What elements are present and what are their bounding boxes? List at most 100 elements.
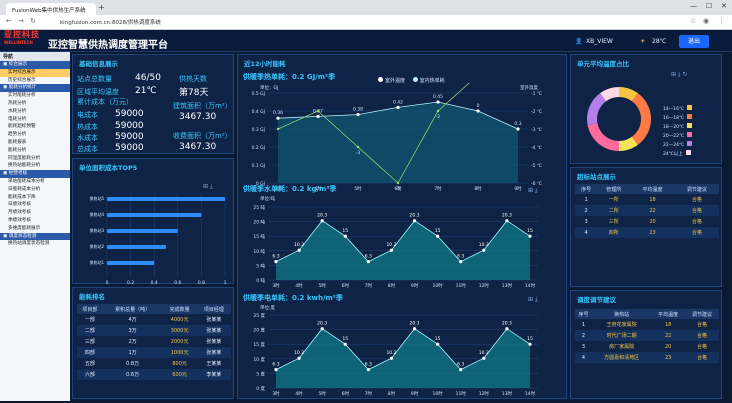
x-tick-label: 6时 — [342, 282, 350, 289]
sidebar-item[interactable]: 实时综合展示 — [0, 68, 70, 77]
table-cell: 王某某 — [196, 358, 231, 369]
sidebar-item[interactable]: 实时能耗分析 — [8, 93, 36, 99]
sidebar-group[interactable]: ▣ 能耗分析统计 — [0, 84, 70, 93]
sidebar-item[interactable]: 能耗成本下降 — [8, 194, 36, 200]
table-row[interactable]: 3 房厂家属院 20 合格 — [575, 341, 719, 352]
x-tick-label: 3时 — [272, 282, 280, 289]
legend-item[interactable]: 14—16℃ — [663, 105, 693, 114]
sidebar-group[interactable]: ▣ 经营考核 — [0, 170, 70, 178]
sidebar-item[interactable]: 历史综合展示 — [8, 77, 36, 83]
table-row[interactable]: 三部 2万 2000元 张某某 — [77, 336, 231, 347]
table-row[interactable]: 4 四所 23 合格 — [575, 227, 719, 238]
sidebar-item[interactable]: 能耗报表 — [8, 139, 27, 145]
table-cell: 合格 — [685, 319, 719, 330]
y-tick-label: 5 度 — [256, 370, 265, 377]
sidebar-item[interactable]: 换热站能耗分析 — [8, 163, 41, 169]
sidebar-item[interactable]: 多维度能耗展示 — [8, 225, 41, 231]
table-cell: 18 — [651, 319, 686, 330]
x-tick-label: 4时 — [295, 282, 303, 289]
sidebar-item[interactable]: 水耗分析 — [8, 108, 27, 114]
table-row[interactable]: 1 王府花家属院 18 合格 — [575, 319, 719, 330]
station-count-label: 站点总数量 — [77, 75, 112, 83]
station-show-title: 超标站点展示 — [577, 173, 616, 181]
menu-icon[interactable]: ⋮ — [718, 17, 725, 25]
temp-point — [276, 127, 280, 131]
table-row[interactable]: 四部 1万 1000元 张某某 — [77, 347, 231, 358]
pie-tools-icon[interactable]: ⊞ ⤓ ↻ — [671, 71, 688, 78]
data-point — [366, 260, 370, 264]
new-tab-icon[interactable]: + — [98, 3, 105, 12]
table-cell: 4 — [575, 352, 592, 363]
table-cell: 0.8万 — [102, 358, 163, 369]
y-tick-label: 换热站1 — [89, 259, 104, 265]
data-label: 15 — [435, 336, 441, 342]
sidebar-item[interactable]: 同温度能耗分析 — [8, 155, 41, 161]
data-label: 0.36 — [273, 110, 283, 116]
sidebar-item[interactable]: 单站能耗成本分析 — [8, 178, 45, 184]
sidebar-item[interactable]: 换热站调度状态检测 — [8, 241, 50, 247]
sidebar-item[interactable]: 能耗超标预警 — [8, 124, 36, 130]
chart-tools-icon[interactable]: ⊞ ⤓ — [203, 183, 213, 190]
url-bar[interactable] — [0, 15, 732, 30]
table-cell: 合格 — [674, 227, 719, 238]
table-row[interactable]: 1 一所 18 合格 — [575, 194, 719, 205]
sidebar-item[interactable]: 趋势分析 — [8, 132, 27, 138]
table-row[interactable]: 3 三所 20 合格 — [575, 216, 719, 227]
table-cell: 方圆嘉和清苑区 — [591, 352, 652, 363]
sidebar-item[interactable]: 能耗分析 — [8, 147, 27, 153]
table-row[interactable]: 六部 0.6万 600元 李某某 — [77, 369, 231, 380]
temp-point — [316, 109, 320, 113]
forward-icon[interactable]: → — [18, 17, 24, 25]
exit-button[interactable]: 退出 — [679, 35, 709, 48]
table-row[interactable]: 2 二所 22 合格 — [575, 205, 719, 216]
profile-icon[interactable]: ◉ — [703, 17, 710, 25]
table-cell: 0.6万 — [102, 369, 163, 380]
legend-item[interactable]: 18—20℃ — [663, 123, 693, 132]
data-label: 20.3 — [410, 321, 420, 327]
bar — [107, 245, 166, 249]
table-row[interactable]: 五部 0.8万 800元 王某某 — [77, 358, 231, 369]
area-fill — [276, 328, 530, 388]
x-tick-label: 4时 — [314, 185, 322, 192]
close-icon[interactable]: ✕ — [721, 2, 727, 10]
temp-label: -4 — [316, 114, 321, 120]
sidebar-item[interactable]: 热耗分析 — [8, 100, 27, 106]
x-tick-label: 13时 — [502, 390, 513, 397]
data-label: 20.3 — [502, 321, 512, 327]
legend-item[interactable]: 24℃以上 — [663, 150, 692, 159]
back-icon[interactable]: ← — [6, 17, 12, 25]
chart2-tools-icon[interactable]: ⊞ ⤓ — [528, 187, 538, 194]
elec-value: 59000 — [115, 109, 144, 119]
reload-icon[interactable]: ↻ — [30, 17, 36, 25]
temp-label: -5 — [396, 186, 401, 192]
x-tick-label: 14时 — [525, 390, 536, 397]
sidebar-item[interactable]: 月绩效考核 — [8, 210, 31, 216]
chart2-label: 供暖季水单耗：0.2 kg/m²季 — [243, 185, 337, 193]
table-row[interactable]: 2 时代广场二期 22 合格 — [575, 330, 719, 341]
browser-tab[interactable]: FusionWeb集中供热生产系统 — [6, 3, 96, 15]
data-label: 0.3 — [514, 121, 521, 127]
minimize-icon[interactable]: — — [690, 2, 697, 10]
url-text[interactable]: kingfusion.com.cn:8028/供热调度系统 — [60, 20, 161, 26]
table-row[interactable]: 4 方圆嘉和清苑区 23 合格 — [575, 352, 719, 363]
sidebar-item[interactable]: 电耗分析 — [8, 116, 27, 122]
legend-item[interactable]: 16—18℃ — [663, 114, 693, 123]
unit-temp-pie — [587, 87, 651, 151]
table-cell: 3万 — [102, 325, 163, 336]
table-row[interactable]: 二部 3万 3000元 张某某 — [77, 325, 231, 336]
station-count: 46/50 — [135, 73, 161, 83]
sidebar-group[interactable]: ▣ 综合展示 — [0, 61, 70, 69]
chart3-tools-icon[interactable]: ⊞ ⤓ — [528, 296, 538, 303]
sidebar-group[interactable]: ▣ 调度状态检测 — [0, 232, 70, 241]
legend-item[interactable]: 20—22℃ — [663, 132, 693, 141]
sidebar-item[interactable]: 日能耗成本分析 — [8, 186, 41, 192]
sidebar-item[interactable]: 季绩效考核 — [8, 217, 31, 223]
table-cell: 一所 — [597, 194, 631, 205]
table-row[interactable]: 一部 4万 4000元 张某某 — [77, 314, 231, 325]
unit-temp-title: 单元平均温度占比 — [577, 60, 629, 68]
maximize-icon[interactable]: ☐ — [706, 2, 713, 10]
star-icon[interactable]: ☆ — [690, 17, 697, 25]
legend-item[interactable]: 22—24℃ — [663, 141, 693, 150]
sidebar-item[interactable]: 日绩效考核 — [8, 202, 31, 208]
x-tick-label: 8时 — [388, 390, 396, 397]
